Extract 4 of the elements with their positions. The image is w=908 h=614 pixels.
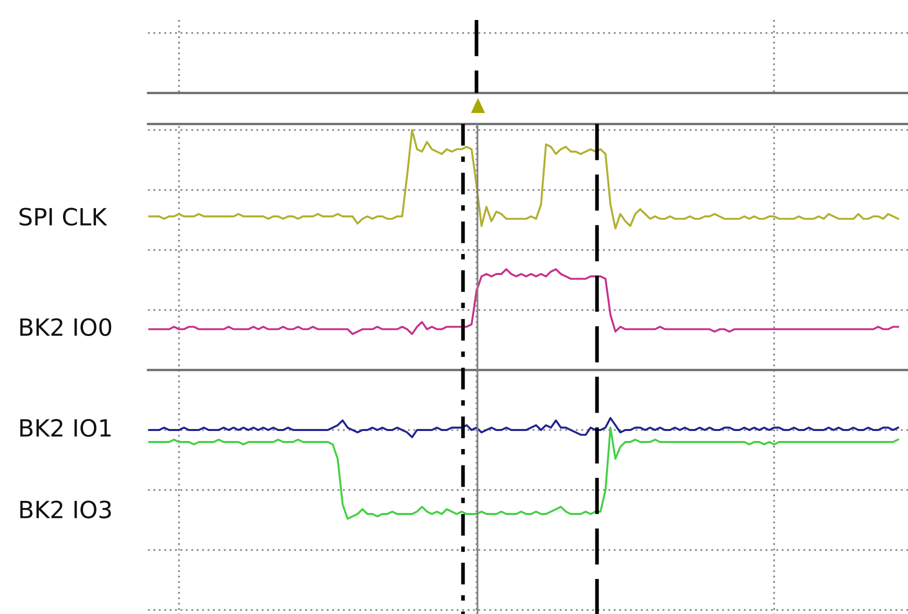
series-label: BK2 IO0	[20, 318, 112, 336]
text: BK2 IO3	[20, 500, 111, 518]
series-label: SPI CLK	[20, 208, 108, 226]
series-label: BK2 IO1	[20, 418, 111, 437]
